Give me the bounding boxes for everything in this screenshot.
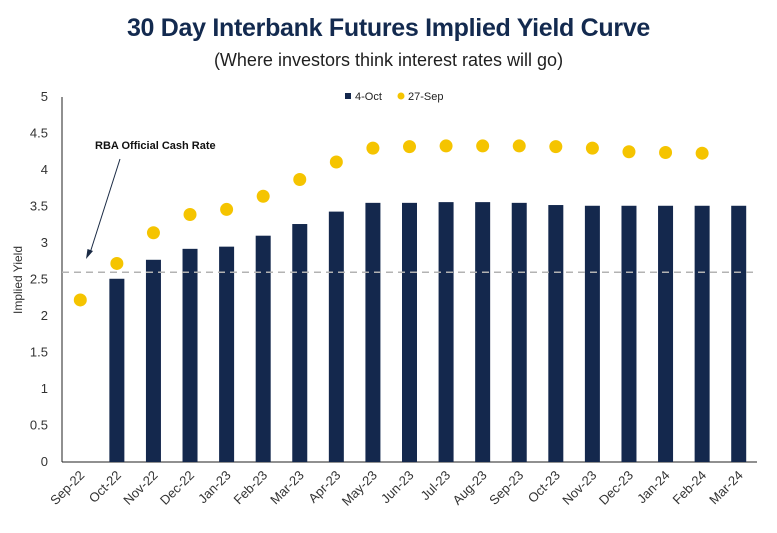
bar — [145, 259, 161, 462]
bar — [511, 202, 527, 462]
x-tick-label: Jan-23 — [195, 468, 234, 507]
bar-series — [109, 202, 747, 463]
dot-point — [110, 256, 124, 270]
dot-point — [183, 208, 197, 222]
dot-point — [476, 139, 490, 153]
legend-bar-swatch — [345, 93, 351, 99]
x-tick-label: May-23 — [339, 468, 380, 509]
bar — [219, 246, 235, 462]
bar — [255, 235, 271, 462]
legend: 4-Oct 27-Sep — [345, 91, 443, 103]
bar — [548, 205, 564, 463]
chart-subtitle: (Where investors think interest rates wi… — [213, 50, 564, 70]
y-axis-label: Implied Yield — [11, 246, 25, 314]
dot-point — [585, 141, 599, 155]
bar — [402, 202, 417, 462]
x-tick-labels: Sep-22Oct-22Nov-22Dec-22Jan-23Feb-23Mar-… — [47, 468, 746, 509]
x-tick-label: Dec-22 — [157, 468, 197, 508]
legend-label-bar: 4-Oct — [355, 91, 382, 103]
annotation-arrow — [86, 158, 121, 259]
bar — [475, 202, 491, 462]
bar — [292, 224, 308, 462]
y-tick-labels: 0 0.5 1 1.5 2 2.5 3 3.5 4 4.5 5 — [30, 89, 48, 469]
dot-point — [146, 226, 160, 240]
bar — [182, 248, 198, 462]
x-tick-label: Jun-23 — [378, 468, 417, 507]
y-tick-label: 5 — [41, 89, 48, 104]
x-tick-label: Dec-23 — [596, 468, 636, 508]
dot-point — [403, 140, 416, 154]
y-tick-label: 3.5 — [30, 199, 48, 214]
bar — [328, 211, 344, 462]
x-tick-label: Mar-23 — [267, 468, 307, 508]
y-tick-label: 4 — [41, 162, 48, 177]
dot-point — [512, 139, 526, 153]
dot-series — [73, 139, 709, 307]
bar — [621, 205, 637, 462]
x-tick-label: Sep-23 — [486, 468, 526, 508]
dot-point — [549, 140, 563, 154]
bar — [109, 278, 125, 462]
y-tick-label: 1 — [41, 381, 48, 396]
bar — [658, 205, 674, 462]
x-tick-label: Apr-23 — [305, 468, 343, 506]
y-tick-label: 0.5 — [30, 418, 48, 433]
bar — [731, 205, 747, 462]
y-tick-label: 3 — [41, 235, 48, 250]
x-tick-label: Nov-22 — [120, 468, 160, 508]
dot-point — [73, 293, 87, 307]
dot-point — [293, 172, 307, 186]
cash-rate-annotation: RBA Official Cash Rate — [95, 140, 216, 152]
chart-title: 30 Day Interbank Futures Implied Yield C… — [126, 14, 651, 42]
x-tick-label: Oct-23 — [525, 468, 563, 506]
y-tick-label: 1.5 — [30, 345, 48, 360]
y-tick-label: 4.5 — [30, 126, 48, 141]
x-tick-label: Mar-24 — [706, 468, 746, 508]
bar — [365, 202, 381, 462]
bar — [584, 205, 600, 462]
y-tick-label: 2 — [41, 308, 48, 323]
bar — [694, 205, 710, 462]
dot-point — [329, 155, 343, 169]
bar — [438, 202, 454, 462]
dot-point — [659, 145, 673, 159]
x-tick-label: Feb-24 — [670, 468, 710, 508]
x-tick-label: Jul-23 — [418, 468, 454, 504]
x-tick-label: Aug-23 — [450, 468, 490, 508]
dot-point — [366, 141, 380, 155]
dot-point — [695, 146, 709, 160]
dot-point — [622, 145, 636, 159]
legend-label-dot: 27-Sep — [408, 91, 443, 103]
dot-point — [220, 202, 234, 216]
y-tick-label: 0 — [41, 454, 48, 469]
legend-dot-swatch — [397, 92, 405, 100]
x-tick-label: Jan-24 — [634, 468, 673, 507]
dot-point — [439, 139, 453, 153]
x-tick-label: Feb-23 — [231, 468, 271, 508]
x-tick-label: Oct-22 — [86, 468, 124, 506]
y-tick-label: 2.5 — [30, 272, 48, 287]
x-tick-label: Sep-22 — [47, 468, 87, 508]
x-tick-label: Nov-23 — [559, 468, 599, 508]
dot-point — [256, 189, 270, 203]
